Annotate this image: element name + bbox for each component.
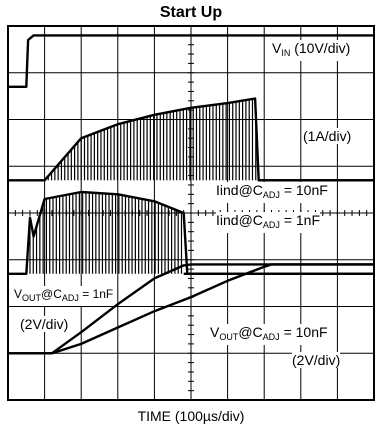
chart-title: Start Up [159,4,223,21]
trace-vout-cadj-10nf [8,263,374,355]
vin-annotation: VIN (10V/div) [272,40,351,61]
trace-iind-cadj-1nf [8,190,374,275]
plot-traces [8,34,374,355]
trace-vin [8,34,374,88]
vout-1nf-annotation: VOUT@CADJ = 1nF [14,286,114,306]
vout-1nf-scale: (2V/div) [20,316,69,332]
vout-10nf-annotation: VOUT@CADJ = 10nF [210,324,328,345]
iind-10nf-annotation: Iind@CADJ = 10nF [216,182,328,203]
iind-1nf-annotation: Iind@CADJ = 1nF [216,212,321,233]
trace-vout-cadj-1nf [8,263,374,355]
current-scale-annotation: (1A/div) [303,128,352,144]
vout-10nf-scale: (2V/div) [292,352,341,368]
x-axis-label: TIME (100µs/div) [137,408,245,424]
